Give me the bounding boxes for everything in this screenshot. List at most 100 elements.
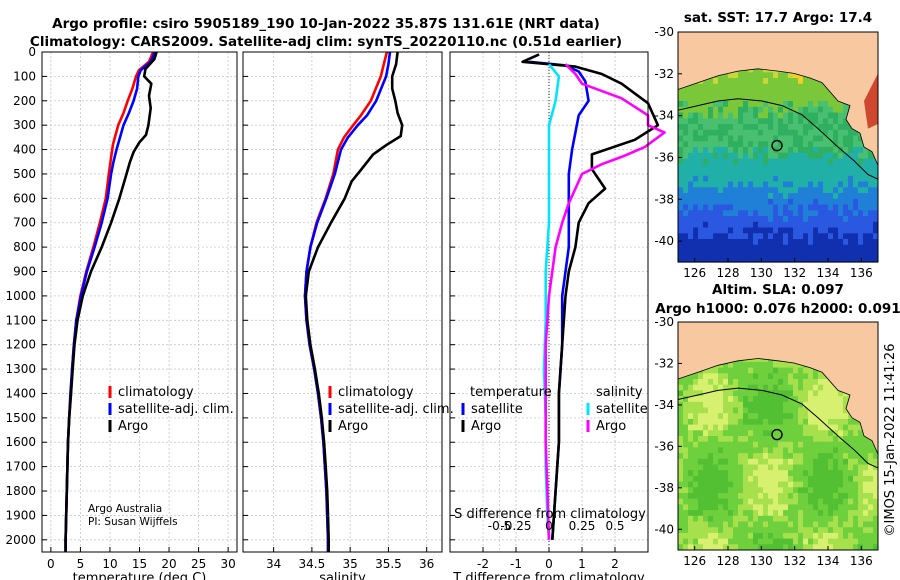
map-cell bbox=[848, 221, 854, 229]
map-cell bbox=[783, 401, 789, 408]
map-cell bbox=[708, 158, 714, 165]
map-cell bbox=[868, 181, 874, 188]
map-cell bbox=[873, 475, 879, 483]
map-cell bbox=[748, 101, 754, 108]
map-cell bbox=[813, 527, 819, 534]
map-cell bbox=[778, 504, 784, 511]
map-cell bbox=[768, 367, 774, 374]
map-cell bbox=[703, 493, 709, 500]
map-cell bbox=[718, 527, 724, 534]
map-cell bbox=[713, 470, 719, 477]
map-cell bbox=[698, 424, 704, 431]
map-cell bbox=[818, 95, 824, 102]
map-cell bbox=[748, 124, 754, 131]
map-cell bbox=[833, 515, 839, 522]
map-cell bbox=[783, 413, 789, 420]
map-cell bbox=[823, 152, 829, 160]
map-cell bbox=[713, 141, 719, 148]
map-cell bbox=[823, 424, 829, 431]
map-cell bbox=[853, 244, 859, 252]
map-cell bbox=[713, 198, 719, 206]
map-cell bbox=[818, 453, 824, 460]
map-cell bbox=[828, 498, 834, 505]
map-cell bbox=[873, 204, 879, 211]
map-cell bbox=[723, 141, 729, 148]
map-cell bbox=[823, 124, 829, 131]
map-cell bbox=[713, 175, 719, 183]
map-cell bbox=[813, 221, 819, 229]
map-cell bbox=[743, 244, 749, 252]
map-cell bbox=[793, 401, 799, 408]
map-cells bbox=[678, 322, 879, 551]
map-cell bbox=[818, 170, 824, 177]
map-cell bbox=[783, 239, 789, 246]
map-cell bbox=[718, 493, 724, 500]
map-cell bbox=[748, 210, 754, 217]
map-cell bbox=[848, 239, 854, 246]
map-cell bbox=[853, 152, 859, 160]
map-cell bbox=[738, 158, 744, 165]
map-cell bbox=[773, 493, 779, 500]
map-cell bbox=[783, 175, 789, 183]
map-cell bbox=[723, 373, 729, 380]
map-cell bbox=[813, 367, 819, 374]
map-cell bbox=[763, 418, 769, 426]
map-cell bbox=[813, 418, 819, 426]
map-cell bbox=[748, 453, 754, 460]
map-cell bbox=[808, 152, 814, 160]
map-cell bbox=[858, 504, 864, 511]
map-cell bbox=[873, 527, 879, 534]
x-axis-label: salinity bbox=[319, 571, 366, 580]
map-cell bbox=[828, 193, 834, 200]
map-cell bbox=[853, 447, 859, 454]
map-cell bbox=[703, 181, 709, 188]
map-cell bbox=[828, 424, 834, 431]
map-cell bbox=[798, 250, 804, 257]
map-cell bbox=[873, 193, 879, 200]
map-cell bbox=[758, 367, 764, 374]
map-cell bbox=[808, 158, 814, 165]
map-cell bbox=[688, 83, 694, 91]
map-cell bbox=[763, 458, 769, 465]
map-cell bbox=[813, 193, 819, 200]
map-cell bbox=[873, 221, 879, 229]
map-cell bbox=[793, 78, 799, 85]
map-cell bbox=[813, 470, 819, 477]
x-tick-label: 30 bbox=[220, 557, 235, 571]
map-cell bbox=[698, 498, 704, 505]
map-cell bbox=[803, 367, 809, 374]
map-cell bbox=[763, 244, 769, 252]
map-cell bbox=[828, 384, 834, 391]
map-cell bbox=[783, 250, 789, 257]
map-cell bbox=[723, 390, 729, 397]
map-cell bbox=[863, 187, 869, 194]
map-cell bbox=[788, 89, 794, 96]
map-cell bbox=[828, 210, 834, 217]
x-tick-label: 15 bbox=[132, 557, 147, 571]
map-cell bbox=[803, 373, 809, 380]
map-cell bbox=[828, 198, 834, 206]
map-cell bbox=[868, 544, 874, 551]
map-cell bbox=[793, 152, 799, 160]
map-x-label: 132 bbox=[783, 554, 806, 568]
map-cell bbox=[843, 498, 849, 505]
map-cell bbox=[858, 193, 864, 200]
map-cell bbox=[838, 244, 844, 252]
map-cell bbox=[768, 487, 774, 494]
map-cell bbox=[753, 504, 759, 511]
map-cell bbox=[683, 430, 689, 437]
map-cell bbox=[758, 187, 764, 194]
map-cell bbox=[703, 453, 709, 460]
map-cell bbox=[718, 129, 724, 137]
map-cell bbox=[693, 510, 699, 517]
map-cell bbox=[833, 250, 839, 257]
map-cell bbox=[858, 441, 864, 448]
map-cell bbox=[683, 532, 689, 540]
map-cell bbox=[733, 141, 739, 148]
map-cell bbox=[768, 390, 774, 397]
map-cell bbox=[773, 430, 779, 437]
map-cell bbox=[788, 216, 794, 223]
map-cell bbox=[823, 521, 829, 528]
map-cell bbox=[733, 396, 739, 403]
map-cell bbox=[768, 384, 774, 391]
